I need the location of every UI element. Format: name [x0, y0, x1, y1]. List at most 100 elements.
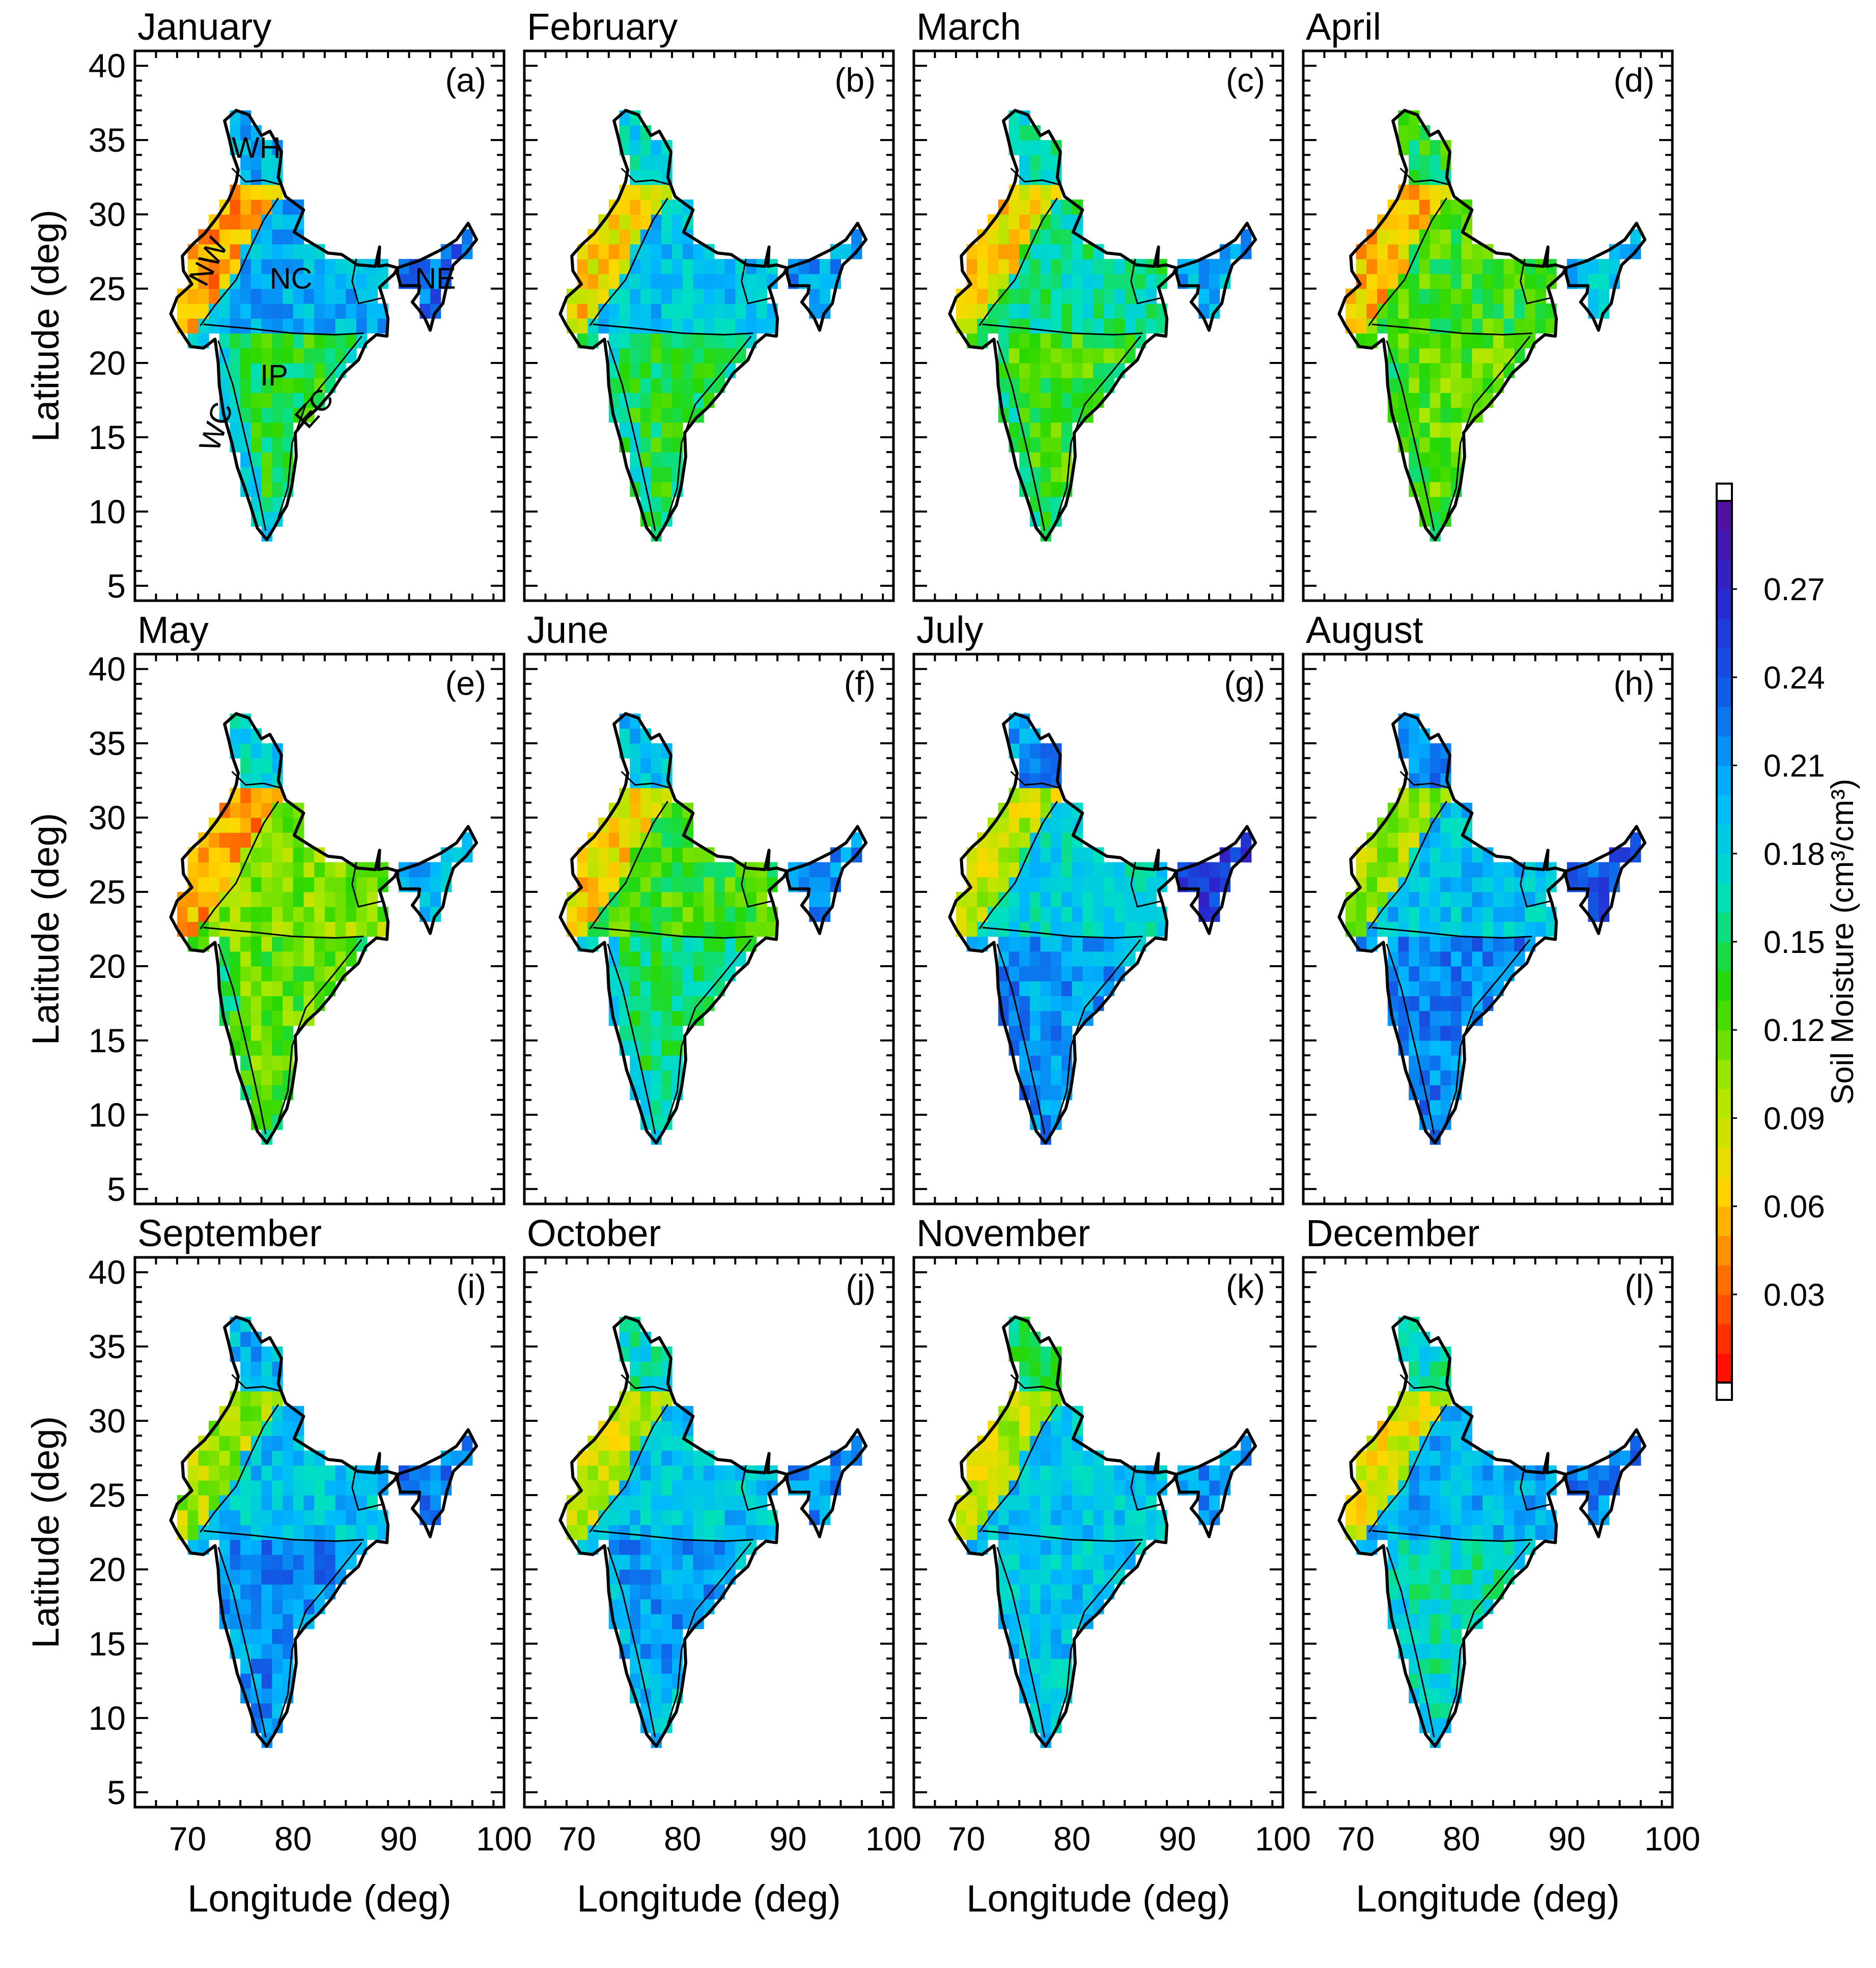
cell-nc	[693, 921, 704, 937]
cell-ip	[704, 1554, 715, 1570]
cell-ip	[303, 936, 315, 952]
cell-nc	[1009, 1495, 1020, 1510]
cell-nw	[587, 1480, 599, 1496]
cell-nc	[356, 1510, 368, 1526]
cell-nc	[693, 1480, 704, 1496]
cell-nc	[1451, 318, 1462, 334]
plot-frame	[1302, 1256, 1674, 1809]
cell-ip	[1093, 966, 1104, 981]
cell-nc	[1009, 1525, 1020, 1540]
cell-ip	[1440, 348, 1451, 363]
cell-nc	[661, 1450, 673, 1466]
cell-nw	[608, 1421, 620, 1436]
cell-ip	[230, 1554, 241, 1570]
cell-wc	[1398, 407, 1409, 423]
cell-ip	[1440, 1688, 1451, 1704]
cell-ip	[651, 422, 662, 438]
cell-nc	[1440, 1480, 1451, 1496]
cell-nc	[746, 1525, 757, 1540]
cell-nc	[1114, 1510, 1125, 1526]
cell-ip	[1430, 1100, 1441, 1115]
cell-nw	[988, 1436, 999, 1451]
cell-ne	[419, 289, 431, 304]
cell-ne	[419, 1465, 431, 1481]
cell-ip	[261, 966, 272, 981]
cell-nc	[324, 1525, 336, 1540]
cell-nc	[1029, 1510, 1041, 1526]
cell-nc	[693, 1465, 704, 1481]
cell-ip	[1114, 348, 1125, 363]
cell-nc	[283, 1495, 294, 1510]
cell-wh	[1029, 743, 1041, 758]
cell-nw	[1377, 244, 1388, 260]
cell-nw	[198, 847, 209, 863]
cell-ip	[283, 1539, 294, 1555]
cell-ip	[314, 378, 325, 393]
cell-nc	[704, 1465, 715, 1481]
cell-nc	[1472, 1510, 1483, 1526]
cell-nc	[1019, 1480, 1030, 1496]
cell-nc	[756, 1525, 768, 1540]
cell-nc	[335, 1465, 346, 1481]
cell-wh	[1419, 773, 1431, 789]
cell-nc	[735, 1510, 746, 1526]
cell-ip	[1503, 951, 1515, 967]
cell-nc	[303, 273, 315, 289]
cell-nc	[1409, 877, 1420, 892]
cell-ip	[272, 1628, 283, 1644]
cell-nw	[956, 1495, 967, 1510]
region-boundary	[203, 323, 364, 336]
cell-nc	[377, 1525, 388, 1540]
cell-ip	[250, 996, 262, 1011]
cell-nc	[1029, 1480, 1041, 1496]
cell-nw	[230, 1450, 241, 1466]
cell-nc	[1082, 259, 1094, 274]
cell-ip	[630, 966, 641, 981]
cell-nw	[1009, 832, 1020, 848]
cell-ne	[820, 273, 831, 289]
cell-ip	[324, 1539, 336, 1555]
cell-ip	[1430, 1040, 1441, 1056]
panel-title: March	[916, 6, 1021, 48]
cell-ip	[1440, 437, 1451, 453]
cell-ip	[1072, 333, 1083, 349]
cell-ne	[419, 259, 431, 274]
cell-ip	[1472, 362, 1483, 378]
cell-nw	[587, 1450, 599, 1466]
cell-nc	[651, 1480, 662, 1496]
cell-wh	[1040, 743, 1051, 758]
cell-nc	[640, 1525, 652, 1540]
cell-nc	[1040, 1436, 1051, 1451]
cell-nw	[977, 847, 988, 863]
cell-nc	[693, 862, 704, 878]
cell-nc	[608, 1495, 620, 1510]
cell-nw	[619, 1465, 630, 1481]
cell-ip	[1061, 936, 1073, 952]
cell-nc	[261, 862, 272, 878]
cell-nc	[1493, 862, 1504, 878]
cell-nw	[998, 1421, 1010, 1436]
cell-ip	[1040, 1599, 1051, 1615]
cell-nw	[630, 1405, 641, 1421]
cell-wh	[1019, 1361, 1030, 1377]
cell-ip	[1409, 362, 1420, 378]
colorbar-segment	[1717, 912, 1732, 942]
cell-nw	[240, 199, 251, 215]
cell-ip	[1451, 981, 1462, 996]
cell-wh	[261, 140, 272, 155]
cell-ip	[1093, 951, 1104, 967]
cell-nc	[988, 1510, 999, 1526]
cell-nc	[1409, 273, 1420, 289]
cell-nw	[1419, 1421, 1431, 1436]
cell-wc	[619, 1025, 630, 1041]
cell-ip	[1482, 333, 1494, 349]
cell-ip	[1072, 966, 1083, 981]
india-outline	[1337, 108, 1567, 542]
cell-ip	[672, 392, 683, 408]
cell-ne	[430, 289, 441, 304]
cell-ip	[651, 362, 662, 378]
cell-ip	[1051, 348, 1062, 363]
cell-nw	[966, 1495, 977, 1510]
cell-nw	[630, 832, 641, 848]
region-boundary	[593, 1530, 753, 1542]
